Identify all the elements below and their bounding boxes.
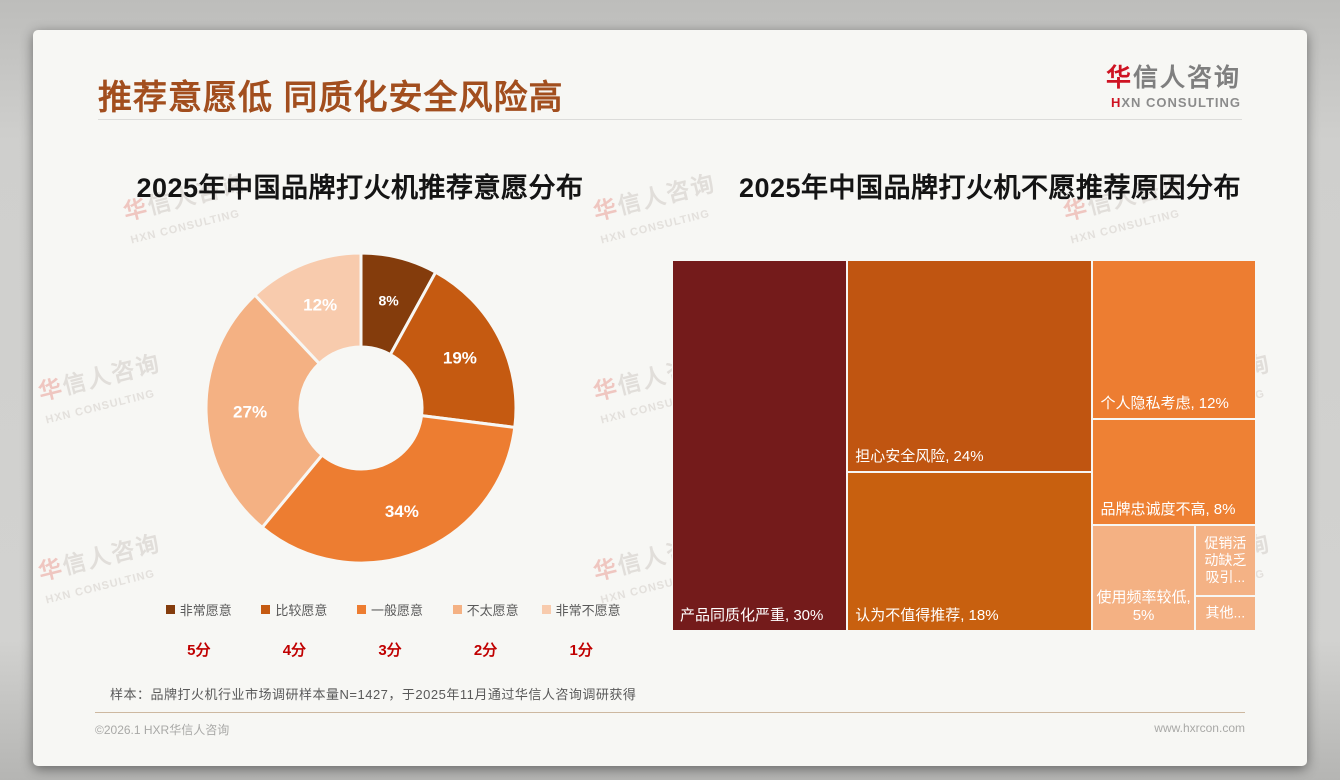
treemap-chart-title: 2025年中国品牌打火机不愿推荐原因分布 [738, 173, 1242, 203]
treemap-cell-促销活动缺乏吸引力: 促销活动缺乏吸引... [1194, 525, 1256, 596]
donut-slice-非常不愿意 [253, 251, 363, 366]
score-label-4分: 4分 [282, 642, 307, 659]
donut-label: 27% [233, 402, 267, 421]
score-label-2分: 2分 [473, 642, 498, 659]
treemap-cell-其他: 其他... [1194, 595, 1256, 631]
score-label-3分: 3分 [378, 642, 402, 659]
legend-label: 一般愿意 [370, 603, 423, 618]
treemap-cell-产品同质化严重: 产品同质化严重, 30% [672, 260, 848, 631]
donut-slice-不太愿意 [204, 293, 324, 529]
legend-swatch [261, 605, 271, 614]
treemap-chart: 产品同质化严重, 30% 担心安全风险, 24% 认为不值得推荐, 18% 个人隐私考… [672, 260, 1256, 631]
donut-label: 12% [303, 296, 337, 315]
legend-item-比较愿意: 比较愿意 [247, 600, 343, 619]
donut-chart-title: 2025年中国品牌打火机推荐意愿分布 [136, 173, 584, 203]
legend-item-一般愿意: 一般愿意 [342, 600, 438, 619]
legend-label: 不太愿意 [466, 603, 519, 618]
footer-url[interactable]: www.hxrcon.com [1154, 721, 1245, 735]
score-label-5分: 5分 [187, 642, 211, 659]
brand-logo-en: HXN CONSULTING [1110, 95, 1241, 110]
treemap-cell-品牌忠诚度不高: 品牌忠诚度不高, 8% [1092, 419, 1256, 525]
donut-slice-一般愿意 [260, 414, 517, 565]
treemap-cell-使用频率较低: 使用频率较低, 5% [1092, 525, 1195, 631]
page-title: 推荐意愿低 同质化安全风险高 [98, 79, 564, 117]
legend-item-非常不愿意: 非常不愿意 [533, 600, 629, 619]
treemap-cell-label: 个人隐私考虑, 12% [1100, 395, 1229, 412]
legend-item-非常愿意: 非常愿意 [151, 600, 247, 619]
legend-swatch [452, 605, 462, 614]
treemap-cell-label: 认为不值得推荐, 18% [855, 606, 999, 624]
treemap-cell-label: 担心安全风险, 24% [855, 448, 984, 466]
donut-label: 19% [443, 349, 477, 368]
legend-item-不太愿意: 不太愿意 [438, 600, 534, 619]
sample-note: 样本：品牌打火机行业市场调研样本量N=1427，于2025年11月通过华信人咨询… [110, 687, 637, 702]
donut-label: 34% [385, 502, 419, 521]
brand-logo-cn: 华信人咨询 [1105, 64, 1241, 92]
legend-label: 非常不愿意 [555, 603, 621, 618]
treemap-cell-label: 其他... [1205, 604, 1246, 621]
title-divider [98, 119, 1242, 120]
treemap-cell-个人隐私考虑: 个人隐私考虑, 12% [1092, 260, 1256, 419]
donut-label: 8% [378, 292, 399, 308]
treemap-cell-认为不值得推荐: 认为不值得推荐, 18% [847, 472, 1093, 631]
score-label-1分: 1分 [569, 642, 593, 659]
legend-swatch [541, 605, 551, 614]
legend-swatch [356, 605, 366, 614]
donut-slice-比较愿意 [388, 270, 518, 429]
score-row: 5分 4分 3分 2分 1分 [151, 639, 629, 660]
legend-swatch [165, 605, 175, 614]
legend-label: 比较愿意 [275, 603, 328, 618]
donut-legend: 非常愿意 比较愿意 一般愿意 不太愿意 非常不愿意 [151, 600, 629, 619]
footer-copyright: ©2026.1 HXR华信人咨询 [95, 723, 230, 737]
slide-card: 华信人咨询 HXN CONSULTING 华信人咨询 HXN CONSULTING 华信… [33, 30, 1307, 766]
legend-label: 非常愿意 [179, 603, 232, 618]
treemap-cell-label: 促销活动缺乏吸引... [1204, 535, 1247, 585]
treemap-cell-label: 品牌忠诚度不高, 8% [1100, 500, 1236, 518]
treemap-cell-担心安全风险: 担心安全风险, 24% [847, 260, 1093, 473]
treemap-cell-label: 产品同质化严重, 30% [680, 607, 824, 624]
footer: ©2026.1 HXR华信人咨询 www.hxrcon.com [95, 712, 1245, 738]
donut-chart: 8% 19% 34% 27% 12% [204, 251, 518, 565]
brand-logo: 华信人咨询 HXN CONSULTING [1106, 58, 1241, 110]
treemap-cell-label: 使用频率较低, 5% [1096, 588, 1191, 624]
